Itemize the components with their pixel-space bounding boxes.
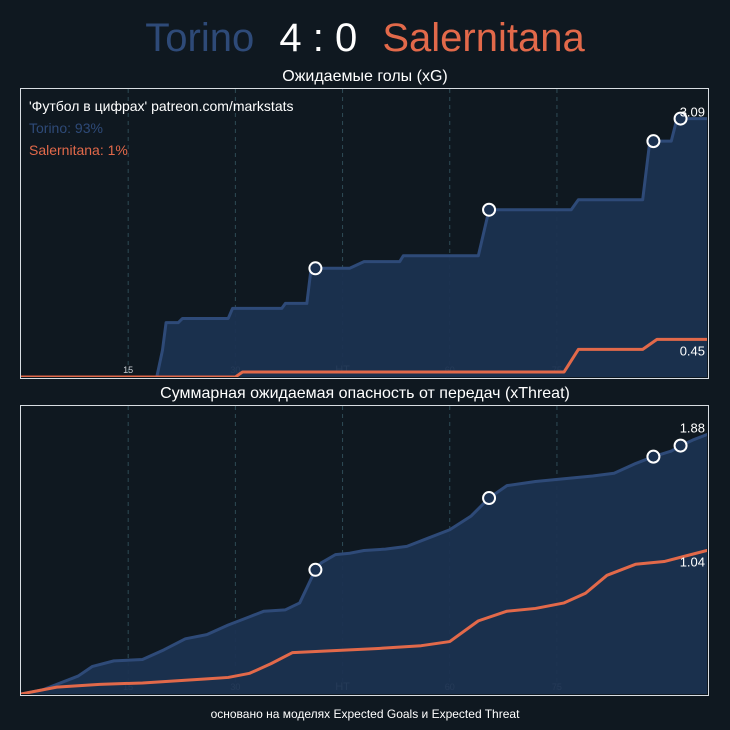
xt-chart-panel: 1530HT60751.881.04 xyxy=(20,405,709,696)
xg-torino-line xyxy=(21,117,707,377)
xt-salernitana-line xyxy=(21,548,707,694)
xt-chart-title: Суммарная ожидаемая опасность от передач… xyxy=(160,385,570,402)
xg-tick-label: 15 xyxy=(123,365,133,375)
xt-salernitana-end-label: 1.04 xyxy=(680,554,705,569)
xt-goal-marker xyxy=(673,438,688,453)
xg-goal-marker xyxy=(646,134,661,149)
xg-chart-title: Ожидаемые голы (xG) xyxy=(282,68,448,85)
xg-legend: 'Футбол в цифрах' patreon.com/markstats … xyxy=(29,95,294,161)
xt-chart-svg: 1530HT60751.881.04 xyxy=(21,406,707,694)
credit-text: 'Футбол в цифрах' patreon.com/markstats xyxy=(29,98,294,114)
legend-salernitana: Salernitana: 1% xyxy=(29,142,128,158)
home-team-name: Torino xyxy=(145,16,255,60)
score-separator: : xyxy=(312,16,324,60)
xg-chart-svg: 1530HT60753.090.45 xyxy=(21,89,707,377)
xt-goal-marker xyxy=(646,449,661,464)
xt-torino-area xyxy=(21,434,707,694)
score: 4 : 0 xyxy=(279,14,357,62)
xg-chart-panel: 1530HT60753.090.45 'Футбол в цифрах' pat… xyxy=(20,88,709,379)
xt-goal-marker xyxy=(482,491,497,506)
xg-torino-end-label: 3.09 xyxy=(680,105,705,120)
footer-note: основано на моделях Expected Goals и Exp… xyxy=(210,707,520,721)
xt-torino-line xyxy=(21,433,707,694)
xt-torino-end-label: 1.88 xyxy=(680,421,705,436)
xg-goal-marker xyxy=(482,202,497,217)
away-score: 0 xyxy=(334,16,358,60)
xg-goal-marker xyxy=(308,261,323,276)
away-team-name: Salernitana xyxy=(382,16,585,60)
xg-torino-area xyxy=(21,118,707,377)
xt-goal-marker xyxy=(308,562,323,577)
home-score: 4 xyxy=(279,16,302,60)
scoreline: Torino 4 : 0 Salernitana xyxy=(0,14,730,62)
xg-salernitana-line xyxy=(21,337,707,377)
xg-salernitana-end-label: 0.45 xyxy=(680,343,705,358)
xg-goal-marker xyxy=(673,111,688,126)
legend-torino: Torino: 93% xyxy=(29,120,103,136)
